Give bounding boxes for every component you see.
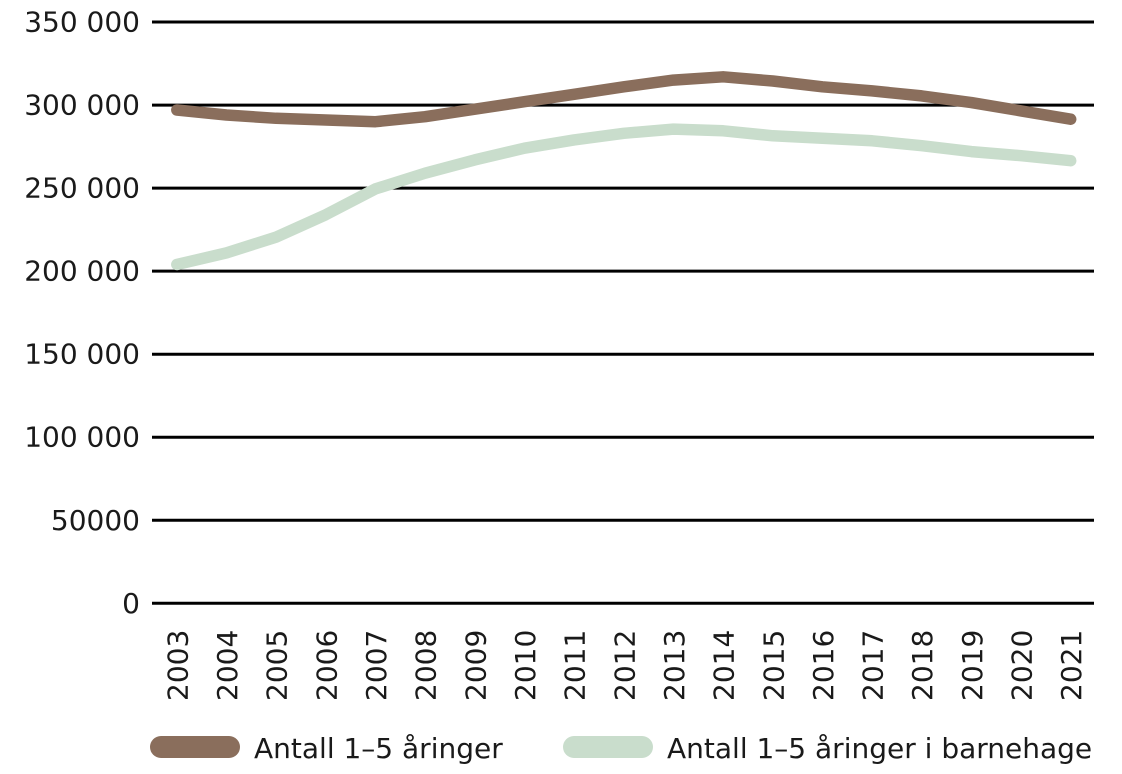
y-tick-label: 250 000 <box>24 172 140 205</box>
legend-label-antall-1-5-aringer-i-barnehage: Antall 1–5 åringer i barnehage <box>667 732 1092 765</box>
x-tick-label: 2007 <box>360 630 393 701</box>
x-tick-label: 2020 <box>1006 630 1039 701</box>
x-tick-label: 2005 <box>261 630 294 701</box>
series-lines <box>171 71 1077 271</box>
x-tick-label: 2003 <box>161 630 194 701</box>
gridlines <box>152 20 1094 605</box>
legend-swatch-antall-1-5-aringer-i-barnehage <box>563 736 653 758</box>
x-tick-label: 2014 <box>708 630 741 701</box>
legend: Antall 1–5 åringer Antall 1–5 åringer i … <box>150 732 1092 765</box>
x-tick-label: 2009 <box>459 630 492 701</box>
legend-swatch-antall-1-5-aringer <box>150 736 240 758</box>
x-tick-label: 2016 <box>807 630 840 701</box>
x-tick-label: 2008 <box>410 630 443 701</box>
y-tick-label: 350 000 <box>24 6 140 39</box>
y-axis-tick-labels: 0 50000 100 000 150 000 200 000 250 000 300 00… <box>24 6 140 620</box>
x-tick-label: 2012 <box>608 630 641 701</box>
y-tick-label: 200 000 <box>24 255 140 288</box>
x-axis-tick-labels: 2003 2004 2005 2006 2007 2008 2009 2010 2011 2012… <box>161 630 1088 701</box>
y-tick-label: 300 000 <box>24 89 140 122</box>
y-tick-label: 50000 <box>51 504 140 537</box>
y-tick-label: 150 000 <box>24 338 140 371</box>
y-tick-label: 0 <box>122 587 140 620</box>
x-tick-label: 2013 <box>658 630 691 701</box>
y-tick-label: 100 000 <box>24 421 140 454</box>
series-line-antall-1-5-ringer-i-barnehage <box>171 123 1077 271</box>
x-tick-label: 2021 <box>1055 630 1088 701</box>
x-tick-label: 2004 <box>211 630 244 701</box>
legend-label-antall-1-5-aringer: Antall 1–5 åringer <box>254 732 503 765</box>
x-tick-label: 2018 <box>906 630 939 701</box>
x-tick-label: 2010 <box>509 630 542 701</box>
x-tick-label: 2015 <box>757 630 790 701</box>
x-tick-label: 2006 <box>310 630 343 701</box>
series-line-antall-1-5-ringer <box>171 71 1077 128</box>
x-tick-label: 2019 <box>956 630 989 701</box>
x-tick-label: 2017 <box>857 630 890 701</box>
x-tick-label: 2011 <box>559 630 592 701</box>
